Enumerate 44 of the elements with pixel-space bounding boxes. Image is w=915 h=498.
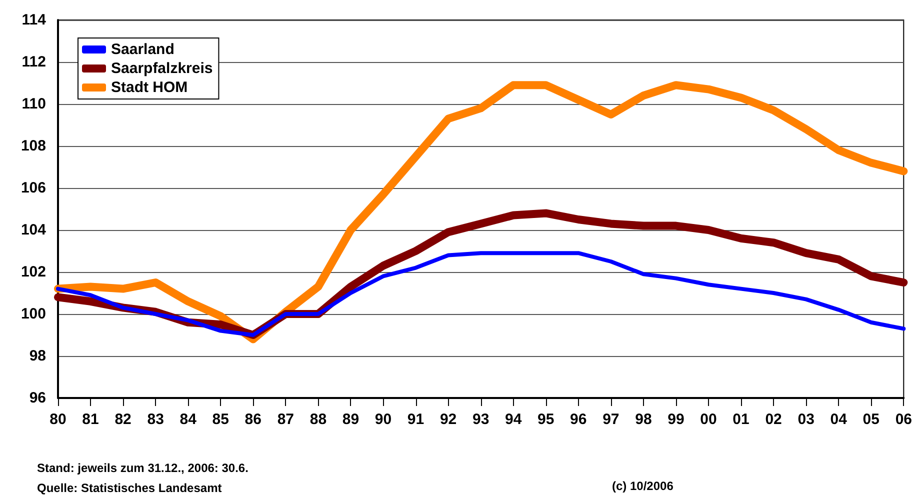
y-tick-label: 96: [29, 390, 46, 406]
x-tick-label: 85: [212, 411, 229, 428]
x-tick-label: 88: [310, 411, 327, 428]
x-tick-label: 94: [505, 411, 522, 428]
x-tick-label: 03: [798, 411, 814, 428]
x-tick-label: 86: [244, 411, 262, 428]
source-note: Quelle: Statistisches Landesamt: [37, 481, 222, 495]
x-tick-label: 90: [374, 411, 392, 428]
x-tick-label: 97: [602, 411, 620, 428]
x-tick-label: 93: [472, 411, 490, 428]
x-tick-label: 98: [635, 411, 652, 428]
x-tick-label: 84: [180, 411, 198, 428]
x-tick-label: 02: [765, 411, 782, 428]
legend-label: Stadt HOM: [111, 79, 188, 96]
x-tick-label: 95: [538, 411, 554, 428]
x-tick-label: 89: [342, 411, 360, 428]
text: Stand: jeweils zum 31.12., 2006: 30.6.: [37, 461, 248, 475]
x-tick-label: 81: [82, 411, 99, 428]
x-tick-label: 06: [895, 411, 912, 428]
y-tick-label: 110: [22, 96, 46, 112]
x-tick-label: 00: [700, 411, 717, 428]
x-tick-label: 91: [407, 411, 424, 428]
x-tick-label: 80: [50, 411, 66, 428]
x-tick-label: 82: [114, 411, 132, 428]
x-tick-label: 92: [440, 411, 457, 428]
x-tick-label: 87: [277, 411, 294, 428]
y-tick-label: 102: [20, 264, 46, 280]
y-tick-label: 106: [20, 180, 46, 196]
legend-label: Saarland: [111, 41, 174, 58]
y-tick-label: 100: [20, 306, 46, 322]
legend-label: Saarpfalzkreis: [111, 60, 213, 77]
y-tick-label: 104: [20, 222, 47, 238]
x-tick-label: 04: [830, 411, 848, 428]
text: (c) 10/2006: [612, 479, 674, 493]
y-tick-label: 98: [29, 348, 46, 364]
x-tick-label: 99: [668, 411, 684, 428]
x-tick-label: 96: [570, 411, 587, 428]
x-tick-label: 05: [862, 411, 880, 428]
x-tick-label: 83: [147, 411, 164, 428]
y-tick-label: 112: [22, 54, 46, 70]
x-tick-label: 01: [732, 411, 750, 428]
y-tick-label: 108: [20, 138, 46, 154]
line-series: [56, 251, 906, 337]
y-tick-label: 114: [22, 12, 47, 28]
